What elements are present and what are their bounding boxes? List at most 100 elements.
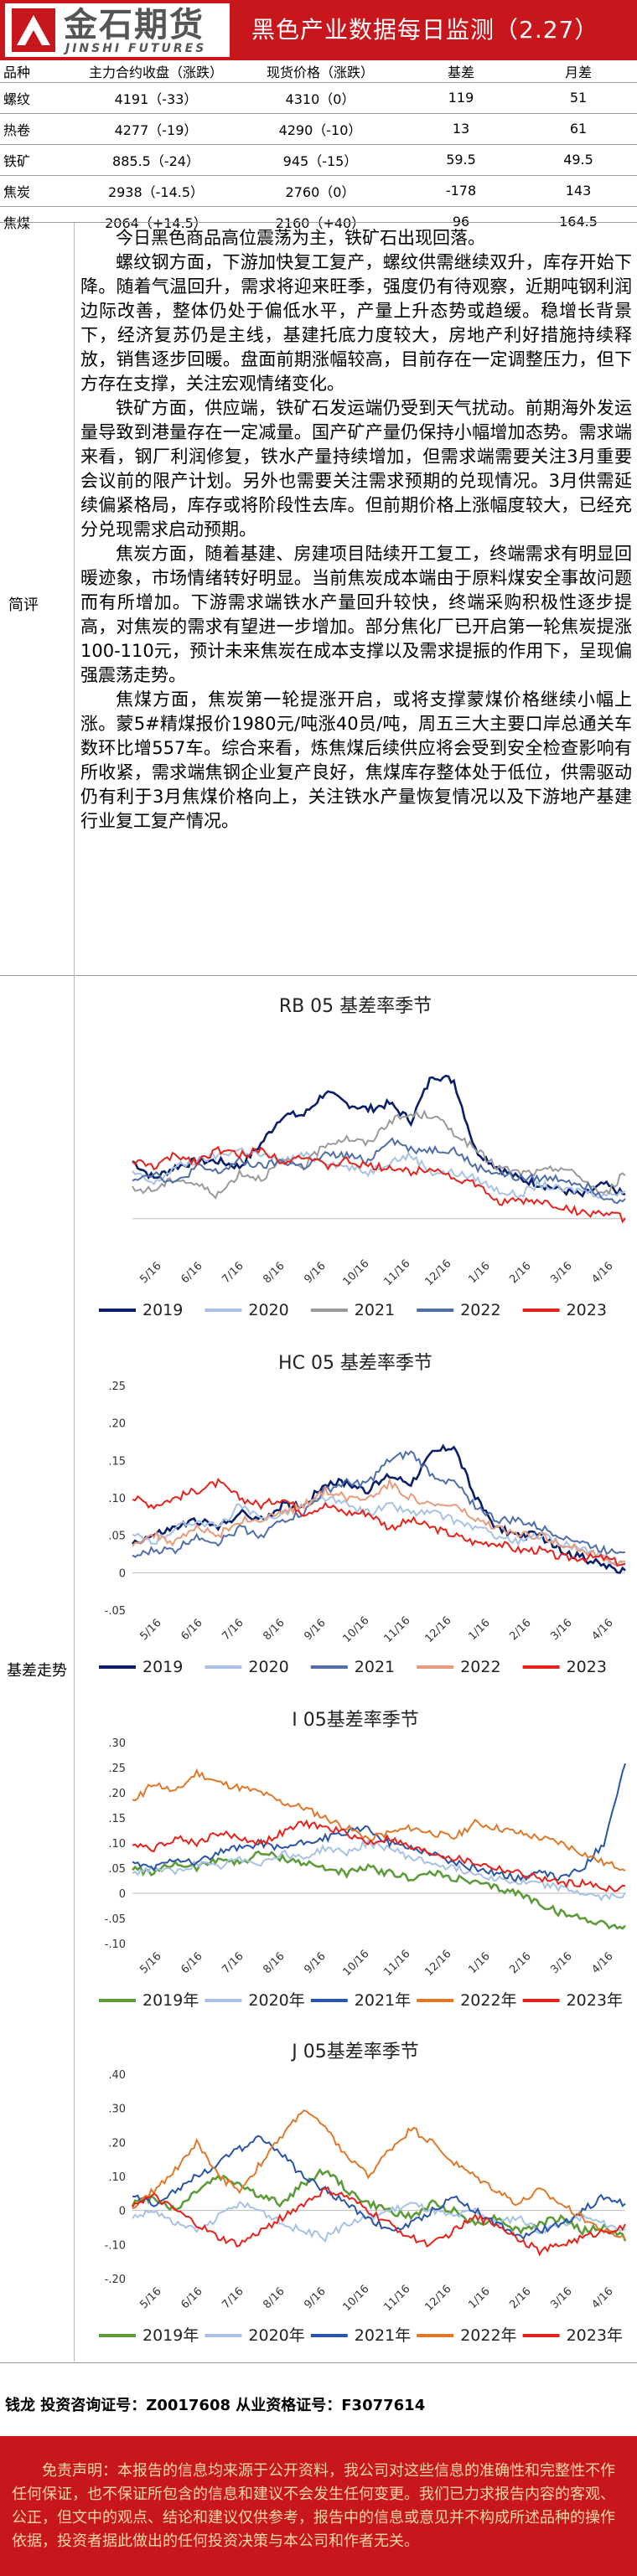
cell-main-contract: 2938（-14.5）	[74, 174, 238, 206]
x-tick-label: 8/16	[261, 1950, 287, 1976]
x-tick-label: 9/16	[302, 1260, 328, 1286]
cell-main-contract: 2064（+14.5）	[74, 205, 238, 237]
legend-label: 2021	[355, 1301, 395, 1319]
series-line	[132, 1108, 626, 1200]
table-row: 热卷 4277（-19） 4290（-10） 13 61	[0, 112, 637, 144]
header-banner: 金石期货 JINSHI FUTURES 黑色产业数据每日监测（2.27）	[0, 0, 637, 60]
cell-main-contract: 4191（-33）	[74, 81, 238, 113]
x-tick-label: 12/16	[422, 1614, 453, 1645]
legend-label: 2019年	[142, 2326, 199, 2345]
x-tick-label: 8/16	[261, 1260, 287, 1286]
x-tick-label: 4/16	[589, 1260, 615, 1286]
header-basis: 基差	[402, 60, 520, 83]
y-tick-label: .10	[108, 1493, 126, 1505]
cell-basis: 96	[402, 205, 520, 237]
x-tick-label: 12/16	[422, 1948, 453, 1979]
commentary-label: 简评	[8, 596, 39, 614]
legend-label: 2019	[142, 1658, 183, 1676]
x-tick-label: 7/16	[220, 1950, 246, 1976]
company-logo: 金石期货 JINSHI FUTURES	[5, 3, 230, 57]
legend-label: 2020	[248, 1658, 288, 1676]
cell-month-spread: 51	[520, 81, 637, 113]
legend-label: 2021年	[355, 2326, 411, 2345]
x-tick-label: 2/16	[507, 2285, 533, 2311]
column-divider	[74, 223, 75, 977]
cell-basis: -178	[402, 174, 520, 206]
x-tick-label: 1/16	[466, 2285, 492, 2311]
series-line	[132, 1763, 626, 1882]
x-tick-label: 9/16	[302, 2285, 328, 2311]
analyst-credentials: 钱龙 投资咨询证号：Z0017608 从业资格证号：F3077614	[5, 2397, 426, 2414]
legend-label: 2022年	[460, 2326, 516, 2345]
y-tick-label: .20	[108, 2137, 126, 2150]
chart-svg: I 05基差率季节 -.10 -.05 0 .05 .10 .15 .20 .25 .30 5/16…	[99, 1710, 626, 2010]
chart-title: J 05基差率季节	[290, 2042, 418, 2062]
commentary-paragraph: 今日黑色商品高位震荡为主，铁矿石出现回落。	[116, 228, 485, 248]
x-tick-label: 4/16	[589, 1617, 615, 1643]
header-spot-price: 现货价格（涨跌）	[238, 60, 402, 83]
series-line	[131, 2167, 627, 2242]
x-tick-label: 4/16	[589, 2285, 615, 2311]
legend-label: 2023年	[567, 2326, 623, 2345]
price-table: 品种 主力合约收盘（涨跌） 现货价格（涨跌） 基差 月差 螺纹 4191（-33…	[0, 60, 637, 237]
x-tick-label: 9/16	[302, 1617, 328, 1643]
y-tick-label: .30	[108, 2104, 126, 2116]
commentary-paragraph: 焦煤方面，焦炭第一轮提涨开启，或将支撑蒙煤价格继续小幅上涨。蒙5#精煤报价198…	[80, 689, 632, 831]
x-tick-label: 10/16	[340, 1614, 371, 1645]
series-line	[132, 2135, 626, 2241]
series-line	[132, 1450, 626, 1558]
series-line	[132, 1495, 626, 1567]
commentary-section: 简评 今日黑色商品高位震荡为主，铁矿石出现回落。 螺纹钢方面，下游加快复工复产，…	[0, 222, 637, 977]
cell-main-contract: 885.5（-24）	[74, 143, 238, 175]
x-tick-label: 10/16	[340, 2283, 371, 2314]
x-tick-label: 7/16	[220, 1260, 246, 1286]
x-tick-label: 12/16	[422, 2283, 453, 2314]
cell-variety: 热卷	[0, 112, 74, 144]
series-line	[132, 1839, 626, 1902]
series-line	[132, 1477, 626, 1567]
table-row: 螺纹 4191（-33） 4310（0） 119 51	[0, 81, 637, 113]
x-tick-label: 8/16	[261, 1617, 287, 1643]
x-tick-label: 6/16	[179, 1950, 205, 1976]
x-tick-label: 7/16	[220, 2285, 246, 2311]
legend-label: 2022	[460, 1301, 500, 1319]
x-tick-label: 5/16	[137, 2285, 163, 2311]
legend-label: 2023年	[567, 1991, 623, 2010]
price-table-header-row: 品种 主力合约收盘（涨跌） 现货价格（涨跌） 基差 月差	[0, 60, 637, 83]
logo-chinese-text: 金石期货	[64, 6, 205, 44]
cell-month-spread: 49.5	[520, 143, 637, 175]
disclaimer-section: 免责声明：本报告的信息均来源于公开资料，我公司对这些信息的准确性和完整性不作任何…	[0, 2436, 637, 2576]
series-line	[132, 2109, 626, 2241]
x-tick-label: 7/16	[220, 1617, 246, 1643]
series-line	[132, 1819, 626, 1892]
y-tick-label: -.05	[105, 1913, 126, 1926]
header-main-contract: 主力合约收盘（涨跌）	[74, 60, 238, 83]
chart-svg: HC 05 基差率季节 -.05 0 .05 .10 .15 .20 .25 5/16 6/16 7…	[99, 1353, 626, 1676]
commentary-paragraph: 螺纹钢方面，下游加快复工复产，螺纹供需继续双升，库存开始下降。随着气温回升，需求…	[80, 252, 632, 394]
y-tick-label: -.05	[105, 1605, 126, 1618]
commentary-paragraph: 焦炭方面，随着基建、房建项目陆续开工复工，终端需求有明显回暖迹象，市场情绪转好明…	[80, 544, 632, 685]
x-tick-label: 1/16	[466, 1260, 492, 1286]
series-line	[132, 1850, 626, 1930]
logo-mark-icon	[12, 8, 55, 52]
x-tick-label: 3/16	[548, 1260, 574, 1286]
rb-basis-chart: RB 05 基差率季节 5/16 6/16 7/16 8/16 9/16 10/16 11/1…	[74, 982, 637, 1334]
chart-title: RB 05 基差率季节	[279, 996, 432, 1017]
chart-svg: J 05基差率季节 -.20 -.10 0 .10 .20 .30 .40 5/16 6/16 7/…	[99, 2042, 627, 2345]
series-line	[132, 2186, 626, 2257]
legend-label: 2021	[355, 1658, 395, 1676]
x-tick-label: 10/16	[340, 1257, 371, 1288]
legend-label: 2022	[460, 1658, 500, 1676]
x-tick-label: 8/16	[261, 2285, 287, 2311]
iron-ore-basis-chart: I 05基差率季节 -.10 -.05 0 .05 .10 .15 .20 .25 .30 5/16…	[74, 1696, 637, 2024]
commentary-paragraph: 铁矿方面，供应端，铁矿石发运端仍受到天气扰动。前期海外发运量导致到港量存在一定减…	[80, 398, 632, 539]
header-variety: 品种	[0, 60, 74, 83]
report-title: 黑色产业数据每日监测（2.27）	[251, 16, 599, 44]
legend-label: 2020年	[248, 2326, 304, 2345]
legend-label: 2020年	[248, 1991, 304, 2010]
x-tick-label: 2/16	[507, 1950, 533, 1976]
x-tick-label: 5/16	[137, 1260, 163, 1286]
cell-month-spread: 61	[520, 112, 637, 144]
x-tick-label: 5/16	[137, 1617, 163, 1643]
